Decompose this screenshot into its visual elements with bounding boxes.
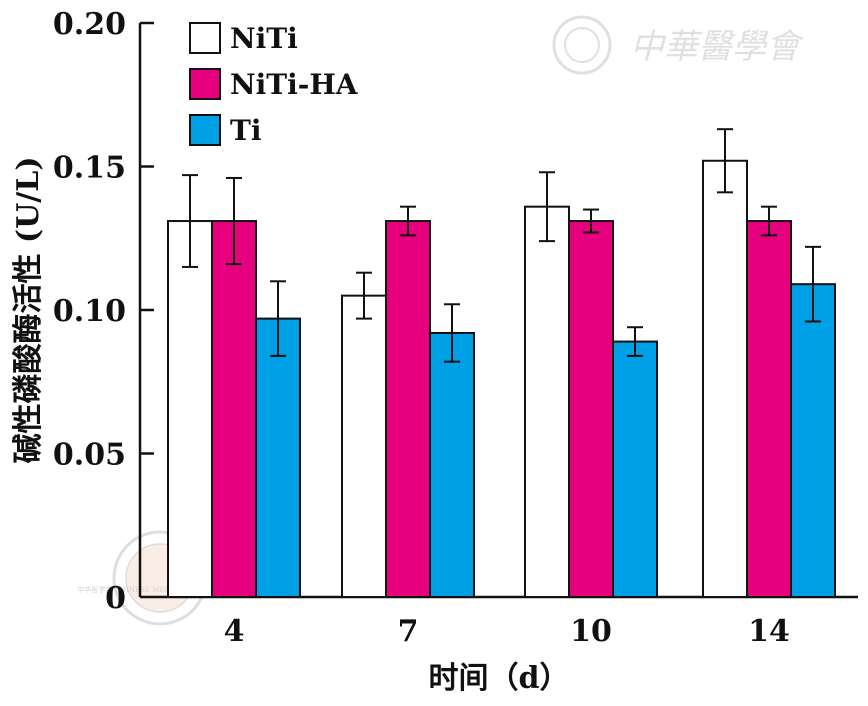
bar-ti-7	[429, 331, 475, 598]
bar-niti-ha-7	[385, 220, 431, 598]
bar-ti-10	[612, 340, 658, 598]
plot-area: 0 0.05 0.10 0.15 0.20 4 7 10 14 时间（d） 碱性磷酸酶活性 (U/L…	[11, 7, 858, 696]
legend-swatch-ti	[189, 114, 221, 146]
bar-ti-14	[790, 283, 836, 598]
bar-niti-4	[167, 220, 213, 598]
x-tick-label: 10	[570, 614, 612, 649]
legend: NiTi NiTi-HA Ti	[189, 22, 359, 147]
legend-label-niti: NiTi	[230, 22, 298, 55]
bar-niti-10	[524, 205, 570, 598]
watermark-seal-icon	[552, 15, 612, 75]
bar-niti-7	[341, 294, 387, 598]
y-tick-label: 0	[105, 581, 126, 616]
x-axis-title: 时间（d）	[429, 661, 570, 696]
bar-niti-ha-14	[746, 220, 792, 598]
legend-swatch-niti	[189, 22, 221, 54]
bar-ti-4	[255, 317, 301, 598]
bar-niti-ha-4	[211, 220, 257, 598]
x-tick-label: 7	[398, 614, 419, 649]
watermark-seal-inner-icon	[564, 27, 600, 63]
watermark-text: 中華醫學會	[630, 27, 805, 67]
y-axis-title: 碱性磷酸酶活性 (U/L)	[11, 156, 46, 463]
legend-label-ti: Ti	[230, 114, 261, 147]
y-tick-label: 0.20	[53, 7, 126, 42]
bar-niti-ha-10	[568, 220, 614, 598]
legend-label-niti-ha: NiTi-HA	[230, 68, 359, 101]
bar-niti-14	[702, 159, 748, 598]
y-tick-label: 0.15	[53, 151, 126, 186]
y-tick-label: 0.05	[53, 438, 126, 473]
legend-swatch-niti-ha	[189, 68, 221, 100]
x-tick-label: 4	[224, 614, 245, 649]
seal-text: 中华医学会 CHINESE MEDICAL ASSOCIATION	[77, 585, 242, 594]
y-tick-label: 0.10	[53, 294, 126, 329]
x-tick-label: 14	[748, 614, 790, 649]
watermark-top-right: 中華醫學會	[552, 15, 805, 75]
